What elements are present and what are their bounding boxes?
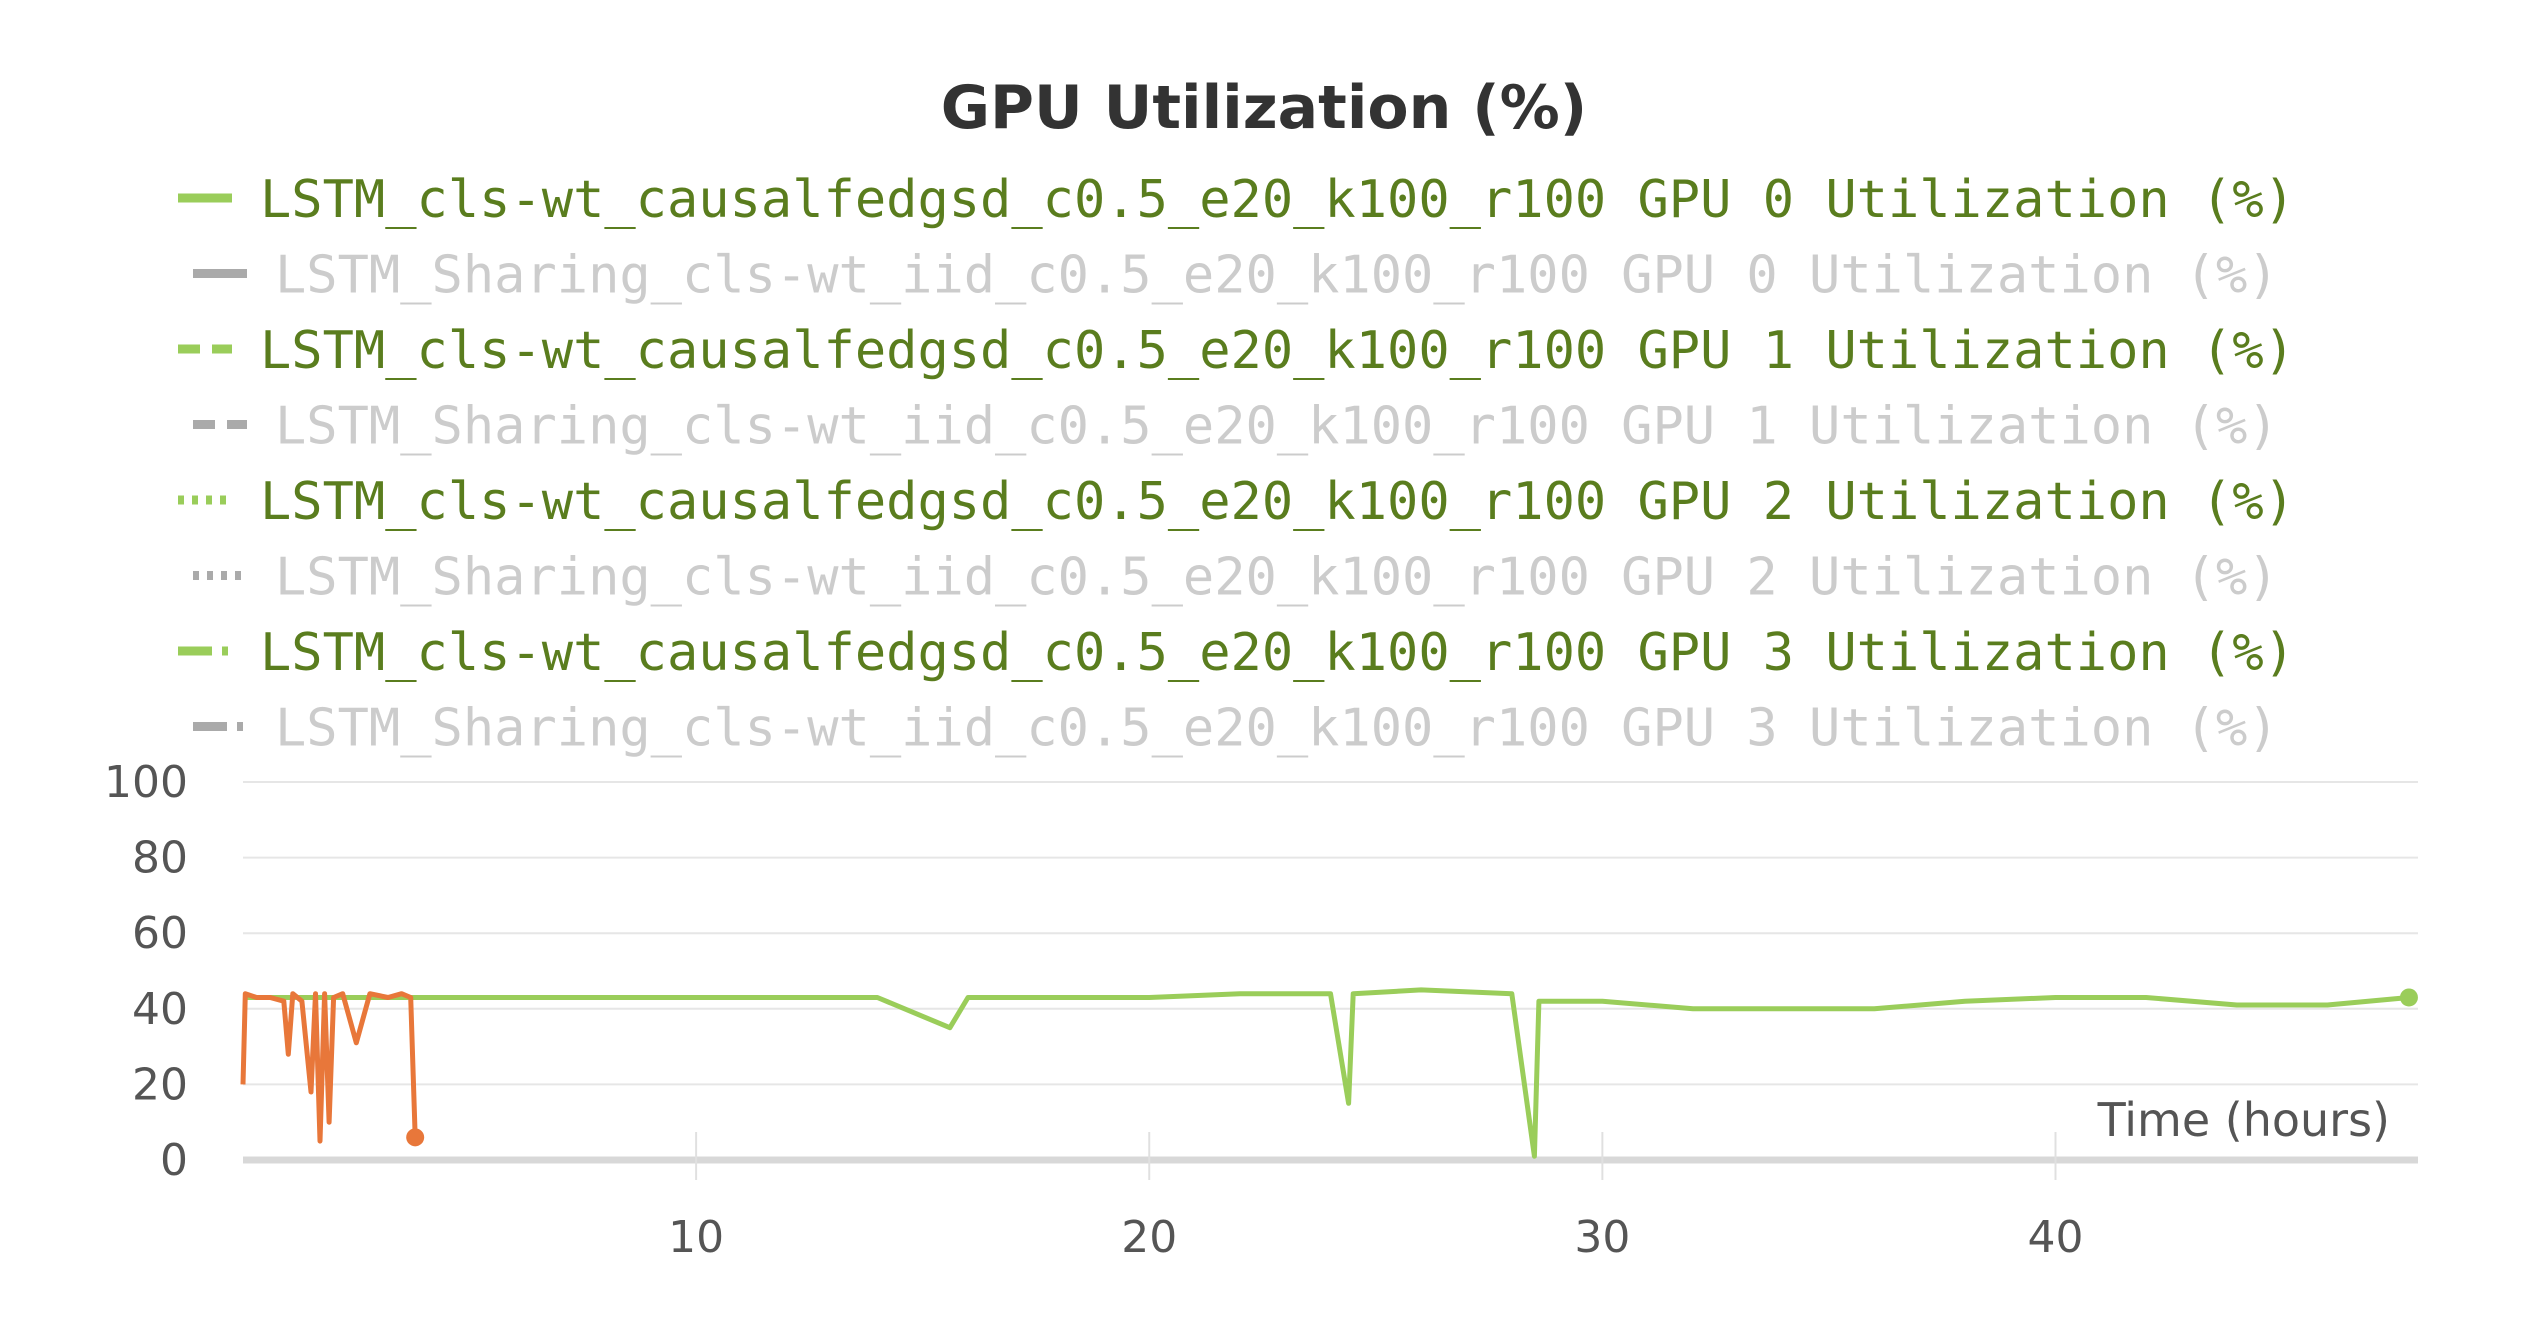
legend-label: LSTM_Sharing_cls-wt_iid_c0.5_e20_k100_r1… (275, 548, 2279, 608)
x-tick-label: 20 (1121, 1212, 1177, 1263)
y-tick-label: 40 (132, 984, 188, 1035)
x-tick-label: 40 (2028, 1212, 2084, 1263)
series-line-1 (240, 991, 418, 1144)
y-tick-label: 100 (104, 757, 188, 808)
legend-item-5[interactable]: LSTM_Sharing_cls-wt_iid_c0.5_e20_k100_r1… (193, 548, 2279, 608)
legend-label: LSTM_Sharing_cls-wt_iid_c0.5_e20_k100_r1… (275, 699, 2279, 759)
legend-label: LSTM_cls-wt_causalfedgsd_c0.5_e20_k100_r… (260, 623, 2295, 683)
series-endpoint-1 (406, 1128, 425, 1147)
legend-label: LSTM_cls-wt_causalfedgsd_c0.5_e20_k100_r… (260, 170, 2295, 230)
y-tick-label: 20 (132, 1059, 188, 1110)
y-tick-label: 0 (160, 1135, 188, 1186)
legend-label: LSTM_cls-wt_causalfedgsd_c0.5_e20_k100_r… (260, 321, 2295, 381)
series-group (240, 987, 2418, 1159)
legend: LSTM_cls-wt_causalfedgsd_c0.5_e20_k100_r… (178, 170, 2295, 759)
x-axis-ticks: 10 20 30 40 (668, 1212, 2083, 1263)
legend-item-4[interactable]: LSTM_cls-wt_causalfedgsd_c0.5_e20_k100_r… (178, 472, 2295, 532)
legend-item-7[interactable]: LSTM_Sharing_cls-wt_iid_c0.5_e20_k100_r1… (193, 699, 2279, 759)
legend-label: LSTM_cls-wt_causalfedgsd_c0.5_e20_k100_r… (260, 472, 2295, 532)
series-endpoint-0 (2399, 988, 2418, 1007)
y-axis-ticks: 0 20 40 60 80 100 (104, 757, 188, 1186)
x-tick-label: 30 (1574, 1212, 1630, 1263)
legend-item-1[interactable]: LSTM_Sharing_cls-wt_iid_c0.5_e20_k100_r1… (193, 246, 2279, 306)
series-line-0 (243, 987, 2410, 1159)
legend-item-2[interactable]: LSTM_cls-wt_causalfedgsd_c0.5_e20_k100_r… (178, 321, 2295, 381)
legend-item-6[interactable]: LSTM_cls-wt_causalfedgsd_c0.5_e20_k100_r… (178, 623, 2295, 683)
x-tick-label: 10 (668, 1212, 724, 1263)
legend-item-0[interactable]: LSTM_cls-wt_causalfedgsd_c0.5_e20_k100_r… (178, 170, 2295, 230)
grid (243, 781, 2418, 1180)
legend-label: LSTM_Sharing_cls-wt_iid_c0.5_e20_k100_r1… (275, 246, 2279, 306)
chart-title: GPU Utilization (%) (941, 73, 1587, 143)
y-tick-label: 80 (132, 833, 188, 884)
y-tick-label: 60 (132, 908, 188, 959)
legend-label: LSTM_Sharing_cls-wt_iid_c0.5_e20_k100_r1… (275, 397, 2279, 457)
x-axis-label: Time (hours) (2097, 1093, 2390, 1147)
legend-item-3[interactable]: LSTM_Sharing_cls-wt_iid_c0.5_e20_k100_r1… (193, 397, 2279, 457)
